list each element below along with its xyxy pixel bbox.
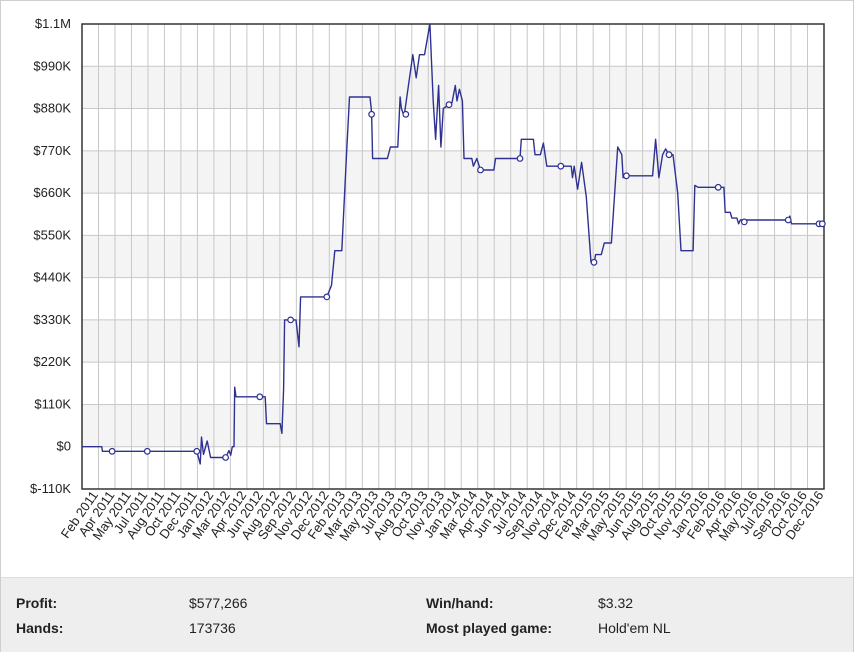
y-tick-label: $110K	[34, 396, 71, 411]
hands-value: 173736	[189, 620, 236, 636]
y-tick-label: $990K	[33, 58, 71, 73]
most-played-game-value: Hold'em NL	[598, 620, 671, 636]
y-tick-label: $440K	[33, 270, 71, 285]
data-point-marker	[784, 216, 792, 224]
data-point-marker	[590, 258, 598, 266]
profit-label: Profit:	[16, 595, 58, 611]
data-point-marker	[477, 166, 484, 174]
most-played-game-label: Most played game:	[426, 620, 553, 636]
grid-band	[82, 235, 824, 278]
y-tick-label: $880K	[33, 101, 71, 116]
data-point-marker	[818, 220, 826, 228]
profit-series-line	[82, 23, 823, 465]
data-point-marker	[740, 218, 748, 226]
data-point-marker	[445, 101, 453, 109]
data-point-marker	[714, 183, 722, 191]
grid-band	[82, 66, 824, 109]
grid-band	[82, 150, 824, 194]
data-point-marker	[143, 447, 151, 455]
profit-chart: $1.1M $990K $880K $770K $660K $550K $440K $330K…	[30, 16, 826, 543]
y-tick-label: $770K	[33, 143, 71, 158]
y-tick-label: $660K	[33, 185, 71, 200]
data-point-marker	[222, 454, 230, 461]
data-point-marker	[256, 393, 264, 401]
grid-band	[82, 404, 824, 447]
profit-value: $577,266	[189, 595, 248, 611]
data-point-marker	[368, 110, 376, 118]
win-per-hand-label: Win/hand:	[426, 595, 494, 611]
y-tick-label: $330K	[33, 312, 71, 327]
y-tick-label: $550K	[33, 227, 71, 242]
grid-band	[82, 319, 824, 363]
y-tick-label: $0	[57, 439, 71, 454]
data-point-marker	[557, 162, 565, 170]
y-tick-label: $220K	[33, 354, 71, 369]
data-point-marker	[287, 316, 295, 324]
win-per-hand-value: $3.32	[598, 595, 634, 611]
data-point-marker	[665, 151, 673, 159]
y-tick-label: $-110K	[30, 481, 71, 496]
data-point-marker	[402, 110, 410, 118]
stats-panel: Profit: $577,266 Win/hand: $3.32 Hands: …	[1, 577, 853, 652]
data-point-marker	[108, 447, 116, 455]
data-point-marker	[193, 447, 201, 455]
data-point-marker	[323, 293, 331, 301]
data-point-marker	[516, 155, 524, 162]
y-tick-label: $1.1M	[35, 16, 71, 31]
hands-label: Hands:	[16, 620, 64, 636]
plot-border	[81, 23, 825, 490]
data-point-marker	[623, 172, 630, 180]
